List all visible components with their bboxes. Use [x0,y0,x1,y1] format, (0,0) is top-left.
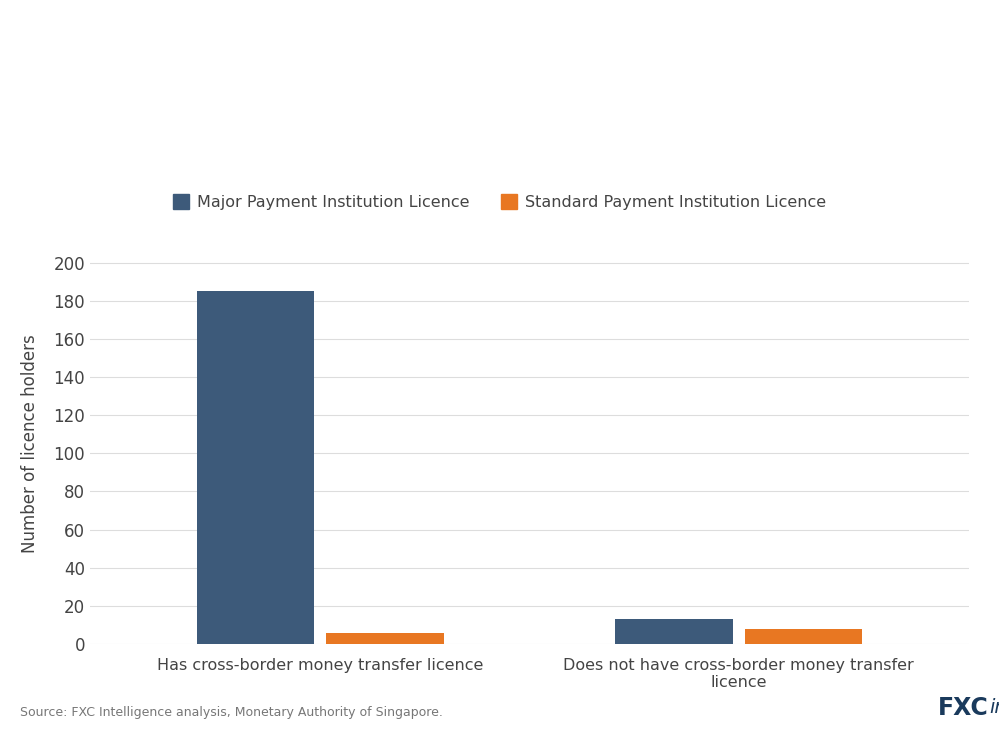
Legend: Major Payment Institution Licence, Standard Payment Institution Licence: Major Payment Institution Licence, Stand… [167,188,832,216]
Text: Major & Standard Payment Institution licence holders with cross-border licence: Major & Standard Payment Institution lic… [15,118,756,138]
Bar [745,629,862,644]
Text: intelligence®: intelligence® [989,698,999,718]
Bar [197,291,314,644]
Bar [615,619,732,644]
Text: FXC: FXC [0,748,1,749]
Text: Prevalence of cross-border among Singapore licence holders: Prevalence of cross-border among Singapo… [15,41,999,72]
Y-axis label: Number of licence holders: Number of licence holders [21,334,39,554]
Text: FXC: FXC [938,696,989,720]
Bar [327,633,444,644]
Text: intelligence™: intelligence™ [0,748,1,749]
Text: Source: FXC Intelligence analysis, Monetary Authority of Singapore.: Source: FXC Intelligence analysis, Monet… [20,706,443,719]
